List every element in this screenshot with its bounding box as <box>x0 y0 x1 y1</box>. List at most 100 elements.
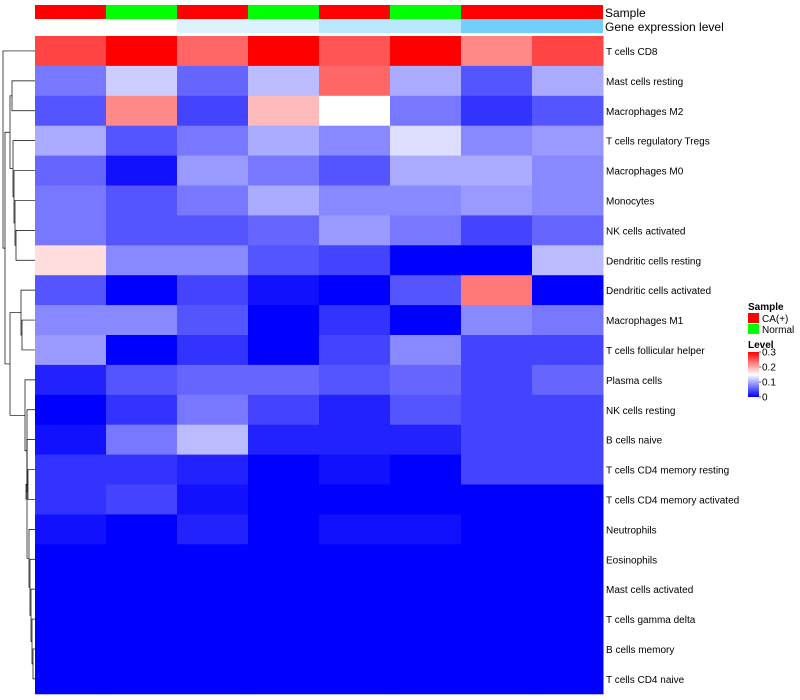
row-label: T cells CD8 <box>606 47 658 58</box>
heatmap-cell <box>390 574 462 605</box>
heatmap-cell <box>106 95 178 127</box>
heatmap-cell <box>177 663 249 695</box>
heatmap-cell <box>177 65 249 97</box>
heatmap-cell <box>390 125 462 157</box>
heatmap-cell <box>35 604 107 635</box>
heatmap-cell <box>106 424 178 456</box>
dendrogram-branch <box>14 200 35 246</box>
heatmap-cell <box>532 215 604 246</box>
annotation-gene-expression-cell <box>35 19 106 33</box>
heatmap-cell <box>532 335 604 366</box>
heatmap-cell <box>177 634 249 665</box>
heatmap-cell <box>106 275 178 306</box>
annotation-sample-cell <box>319 5 390 19</box>
heatmap-cell <box>532 544 604 575</box>
heatmap-cell <box>35 544 107 575</box>
heatmap-cell <box>106 155 178 186</box>
heatmap-cell <box>461 544 533 575</box>
dendrogram-branch <box>9 312 25 416</box>
heatmap-cell <box>177 424 249 456</box>
legend-sample-title: Sample <box>748 302 784 313</box>
heatmap-cell <box>532 634 604 665</box>
legend-level-colorbar <box>748 352 759 397</box>
heatmap-cell <box>177 364 249 396</box>
heatmap-cell <box>461 604 533 635</box>
heatmap-cell <box>532 394 604 426</box>
heatmap-cell <box>319 394 391 426</box>
annotation-gene-expression-cell <box>106 19 177 33</box>
heatmap-cell <box>106 604 178 635</box>
legend-swatch-ca <box>748 313 759 323</box>
row-dendrogram <box>2 50 35 680</box>
legend-label-normal: Normal <box>762 325 794 336</box>
dendrogram-branch <box>21 319 35 351</box>
heatmap-cell <box>390 65 462 97</box>
dendrogram-branch <box>15 230 35 261</box>
heatmap-cell <box>319 604 391 635</box>
heatmap-cell <box>106 364 178 396</box>
annotation-gene-expression-cell <box>390 19 461 33</box>
heatmap-cell <box>35 574 107 605</box>
heatmap-cell <box>177 484 249 515</box>
heatmap-cell <box>248 155 320 186</box>
heatmap-cell <box>390 514 462 545</box>
heatmap-cell <box>319 364 391 396</box>
heatmap-cell <box>461 335 533 366</box>
legend: Sample CA(+) Normal Level 0.3 0.2 0.1 0 <box>748 302 794 404</box>
annotation-sample-cell <box>532 5 603 19</box>
heatmap-cell <box>390 335 462 366</box>
annotation-sample-cell <box>461 5 532 19</box>
heatmap-cell <box>35 394 107 426</box>
heatmap-cell <box>248 95 320 127</box>
heatmap-cell <box>106 215 178 246</box>
heatmap-cell <box>35 95 107 127</box>
annotation-label-gene-expression: Gene expression level <box>605 20 724 34</box>
heatmap-cell <box>106 185 178 216</box>
legend-label-ca: CA(+) <box>762 314 788 325</box>
heatmap-cell <box>106 663 178 695</box>
heatmap-cell <box>390 634 462 665</box>
heatmap-cell <box>319 275 391 306</box>
heatmap-cell <box>106 125 178 157</box>
heatmap-cell <box>106 65 178 97</box>
heatmap-cell <box>177 125 249 157</box>
heatmap-cell <box>532 125 604 157</box>
heatmap-cell <box>319 335 391 366</box>
heatmap-cell <box>248 245 320 276</box>
heatmap-cell <box>532 245 604 276</box>
heatmap-cell <box>177 245 249 276</box>
row-label: T cells CD4 naive <box>606 675 685 686</box>
heatmap-cell <box>35 484 107 515</box>
heatmap-cell <box>35 185 107 216</box>
annotation-gene-expression-cell <box>461 19 532 33</box>
heatmap-cell <box>35 663 107 695</box>
heatmap-cell <box>319 663 391 695</box>
heatmap-cell <box>461 275 533 306</box>
heatmap-cell <box>248 364 320 396</box>
heatmap-cell <box>461 155 533 186</box>
legend-level-title: Level <box>748 340 774 351</box>
row-label: Monocytes <box>606 196 654 207</box>
heatmap-cell <box>106 514 178 545</box>
legend-level-tick-label: 0.1 <box>762 378 776 389</box>
heatmap-cell <box>390 663 462 695</box>
column-annotations <box>35 5 603 33</box>
heatmap-cell <box>532 185 604 216</box>
heatmap-cell <box>461 95 533 127</box>
heatmap-cell <box>319 215 391 246</box>
dendrogram-branch <box>32 648 35 680</box>
heatmap-cell <box>319 484 391 515</box>
heatmap-cell <box>35 424 107 456</box>
annotation-gene-expression-cell <box>532 19 603 33</box>
heatmap-cell <box>532 514 604 545</box>
heatmap-cell <box>248 215 320 246</box>
heatmap-cell <box>532 364 604 396</box>
row-label: Plasma cells <box>606 376 662 387</box>
heatmap-cell <box>461 65 533 97</box>
dendrogram-branch <box>12 140 35 198</box>
heatmap-cell <box>35 275 107 306</box>
row-label: Macrophages M1 <box>606 316 684 327</box>
heatmap-cell <box>390 36 462 67</box>
annotation-sample-cell <box>106 5 177 19</box>
